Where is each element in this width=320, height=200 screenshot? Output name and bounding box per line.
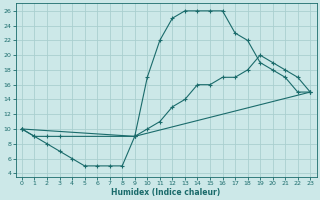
X-axis label: Humidex (Indice chaleur): Humidex (Indice chaleur) [111, 188, 221, 197]
